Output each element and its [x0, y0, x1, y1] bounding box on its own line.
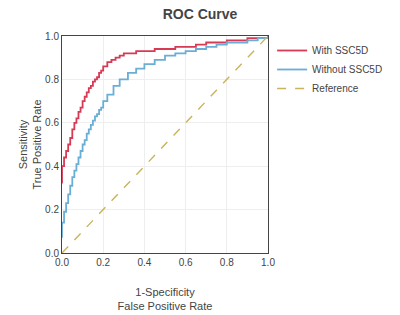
svg-text:1.0: 1.0: [45, 31, 59, 42]
svg-text:Without SSC5D: Without SSC5D: [312, 64, 382, 75]
svg-text:Reference: Reference: [312, 83, 359, 94]
svg-text:0.4: 0.4: [45, 161, 59, 172]
svg-text:0.4: 0.4: [137, 257, 151, 268]
svg-text:SensitivityTrue Positive Rate: SensitivityTrue Positive Rate: [17, 99, 43, 189]
svg-text:0.0: 0.0: [45, 248, 59, 259]
svg-text:0.6: 0.6: [179, 257, 193, 268]
svg-text:1-SpecificityFalse Positive Ra: 1-SpecificityFalse Positive Rate: [118, 286, 213, 312]
svg-text:0.0: 0.0: [55, 257, 69, 268]
svg-text:0.8: 0.8: [45, 74, 59, 85]
svg-text:1.0: 1.0: [261, 257, 275, 268]
svg-text:With SSC5D: With SSC5D: [312, 45, 368, 56]
svg-text:0.2: 0.2: [96, 257, 110, 268]
svg-text:0.2: 0.2: [45, 204, 59, 215]
svg-text:0.8: 0.8: [220, 257, 234, 268]
svg-text:ROC Curve: ROC Curve: [163, 6, 238, 22]
svg-text:0.6: 0.6: [45, 117, 59, 128]
